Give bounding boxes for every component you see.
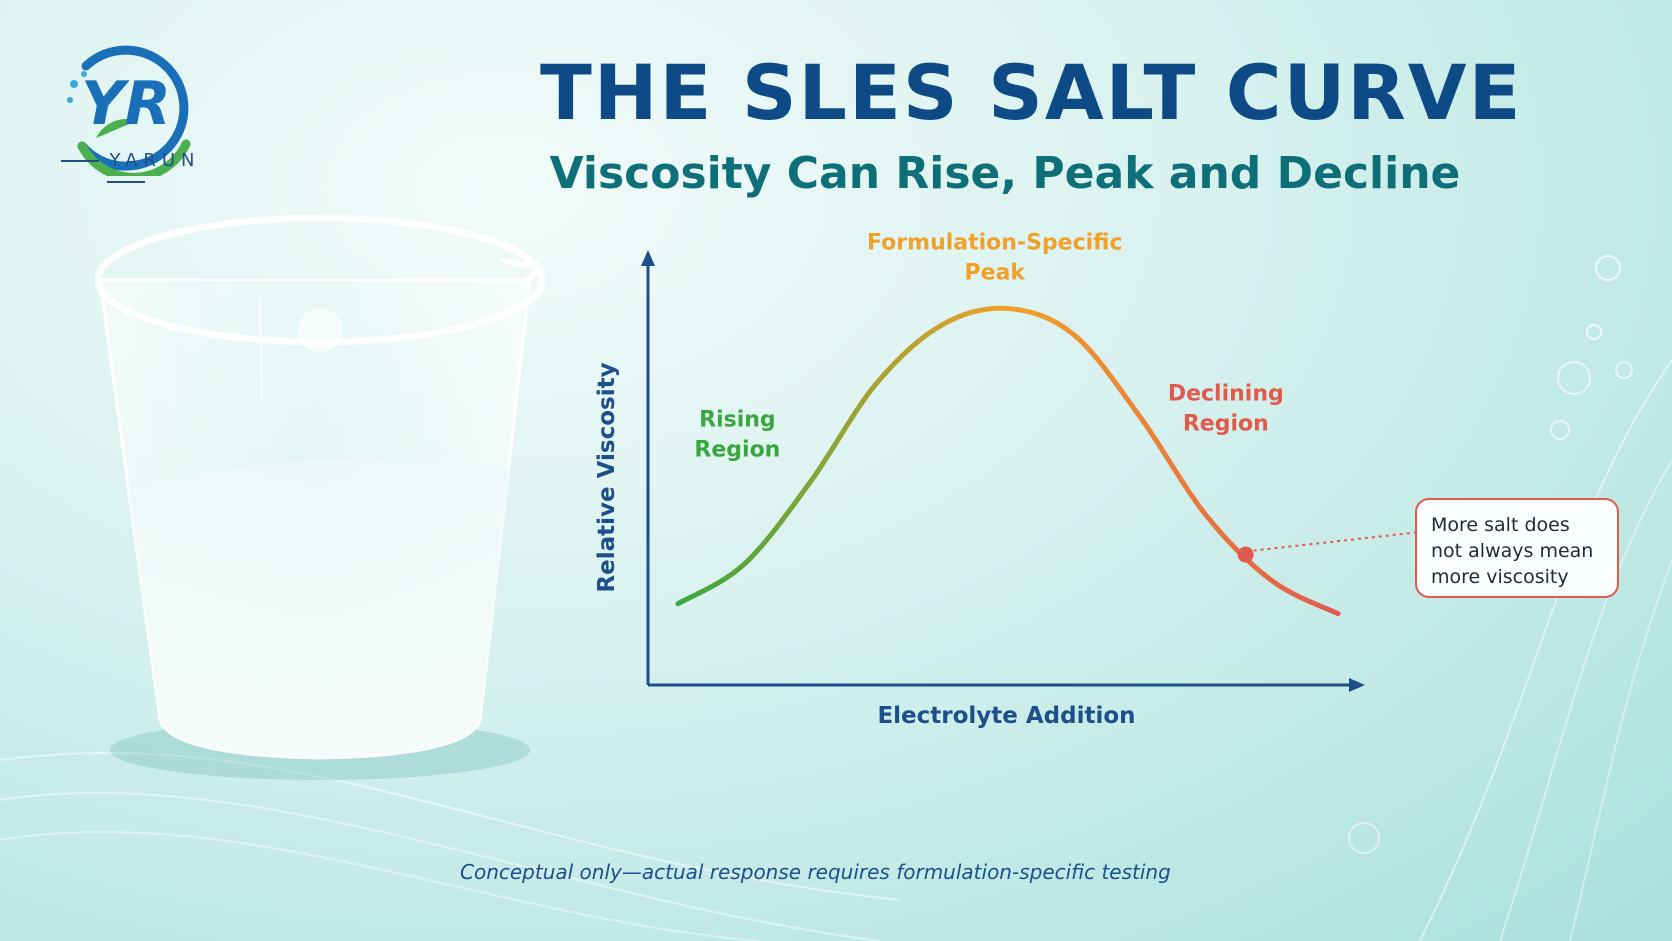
y-axis-label: Relative Viscosity [594,362,620,592]
page-title: THE SLES SALT CURVE [540,48,1523,137]
yarun-logo-icon: YR [67,45,191,176]
brand-name: YARUN [26,150,226,192]
svg-text:YR: YR [81,69,171,139]
x-axis-arrow [1349,678,1365,692]
callout-box: More salt does not always mean more visc… [1415,498,1619,598]
chart-labels: Electrolyte Addition Relative Viscosity Ri… [594,231,1284,729]
curve-layer [675,305,1416,617]
declining-region-label: Declining Region [1168,381,1284,436]
x-axis-label: Electrolyte Addition [877,703,1135,729]
highlight-marker [1237,546,1254,563]
footnote: Conceptual only—actual response requires… [460,860,1171,884]
callout-leader [1253,531,1416,552]
viscosity-curve [675,305,1341,617]
rising-region-label: Rising Region [694,408,780,463]
page-subtitle: Viscosity Can Rise, Peak and Decline [549,148,1461,199]
peak-label: Formulation-Specific Peak [867,231,1122,286]
axes [641,250,1365,692]
salt-curve-chart: Electrolyte Addition Relative Viscosity Ri… [594,231,1416,729]
y-axis-arrow [641,250,655,266]
beaker-image [94,214,546,780]
